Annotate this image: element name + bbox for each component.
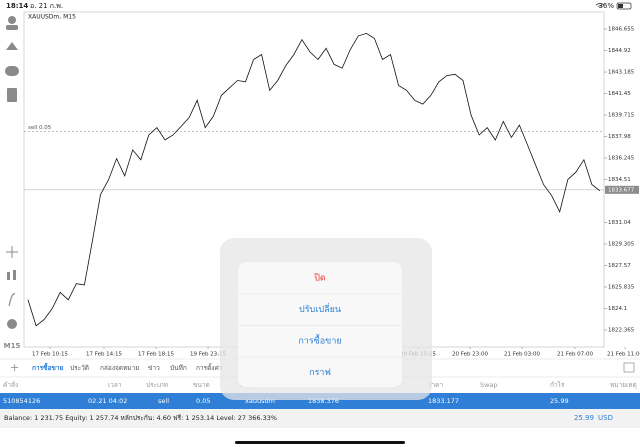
cell: 510854126	[3, 397, 40, 405]
cell: 1833.177	[428, 397, 459, 405]
time-tick-label: 20 Feb 23:00	[452, 352, 489, 358]
cell: 1838.376	[308, 397, 339, 405]
cell: 02.21 04:02	[88, 397, 127, 405]
column-header: Swap	[480, 381, 498, 389]
menu-item[interactable]: กราฟ	[309, 368, 331, 378]
account-icon[interactable]	[8, 16, 16, 24]
price-tick-label: 1839.715	[608, 113, 635, 119]
selected-row[interactable]	[0, 393, 640, 409]
timeframe-button[interactable]: M15	[4, 342, 21, 350]
tab[interactable]: บันทึก	[170, 364, 187, 372]
price-line	[27, 32, 601, 327]
menu-item[interactable]: ปิด	[314, 273, 326, 284]
time-tick-label: 17 Feb 14:15	[86, 352, 123, 358]
bid-label: 1833.677	[608, 187, 635, 193]
status-date: อ. 21 ก.พ.	[30, 2, 63, 10]
time-tick-label: 19 Feb 23:15	[190, 352, 227, 358]
home-indicator	[235, 441, 405, 444]
price-tick-label: 1834.51	[608, 177, 631, 183]
action-menu	[238, 262, 402, 387]
tab[interactable]: การตั้งค่า	[196, 363, 223, 372]
cell: 25.99	[550, 397, 569, 405]
price-tick-label: 1843.185	[608, 70, 635, 76]
tab[interactable]: การซื้อขาย	[32, 362, 63, 372]
battery-icon	[616, 2, 632, 10]
time-tick-label: 21 Feb 11:00	[607, 352, 640, 358]
indicator-icon[interactable]	[7, 272, 10, 280]
time-tick-label: 21 Feb 07:00	[557, 352, 594, 358]
chart-title: XAUUSDm, M15	[28, 14, 76, 21]
chat-icon[interactable]	[5, 66, 19, 76]
menu-item[interactable]: การซื้อขาย	[298, 334, 341, 347]
tab[interactable]: กล่องจดหมาย	[100, 364, 139, 372]
function-icon[interactable]	[8, 293, 16, 307]
price-tick-label: 1827.57	[608, 263, 631, 269]
price-tick-label: 1837.98	[608, 134, 631, 140]
sell-level-label: sell 0.05	[28, 125, 52, 131]
price-tick-label: 1844.92	[608, 48, 631, 54]
total-profit: 25.99	[574, 414, 594, 422]
price-tick-label: 1822.365	[608, 327, 635, 333]
column-header: ประเภท	[146, 381, 168, 389]
price-tick-label: 1846.655	[608, 27, 635, 33]
status-battery: 36%	[598, 2, 614, 10]
price-tick-label: 1831.04	[608, 220, 631, 226]
cell: 0.05	[196, 397, 210, 405]
time-tick-label: 21 Feb 03:00	[504, 352, 541, 358]
wifi-icon	[595, 3, 605, 7]
time-tick-label: 17 Feb 10:15	[32, 352, 69, 358]
price-tick-label: 1836.245	[608, 156, 635, 162]
layout-icon[interactable]	[623, 362, 635, 373]
bid-label-box	[605, 185, 639, 194]
cell: xauusdm	[245, 397, 275, 405]
column-header: ขนาด	[193, 381, 210, 389]
column-header: หมายเหตุ	[610, 381, 637, 389]
account-icon-body	[6, 25, 18, 30]
add-button[interactable]: +	[10, 361, 19, 374]
column-header: ราคา	[428, 381, 443, 389]
tab[interactable]: ประวัติ	[70, 364, 89, 372]
status-time: 18:14	[6, 2, 28, 10]
crosshair-icon[interactable]	[6, 246, 18, 258]
objects-icon[interactable]	[7, 319, 17, 329]
cell: sell	[158, 397, 169, 405]
side-toolbar	[5, 16, 19, 329]
column-header: เวลา	[108, 381, 122, 389]
time-tick-label: 17 Feb 18:15	[138, 352, 175, 358]
price-tick-label: 1841.45	[608, 91, 631, 97]
menu-item[interactable]: ปรับเปลี่ยน	[299, 302, 341, 315]
battery-level	[618, 4, 623, 8]
indicator-icon-b	[13, 270, 16, 280]
price-tick-label: 1825.835	[608, 284, 635, 290]
profit-currency: USD	[598, 414, 613, 422]
trade-icon[interactable]	[6, 42, 18, 50]
price-tick-label: 1824.1	[608, 306, 627, 312]
column-header: คำสั่ง	[3, 380, 18, 389]
price-tick-label: 1829.305	[608, 241, 635, 247]
footer-bar	[0, 409, 640, 428]
account-summary: Balance: 1 231.75 Equity: 1 257.74 หลักป…	[4, 414, 277, 422]
tab[interactable]: ข่าว	[148, 364, 160, 372]
new-order-icon[interactable]	[7, 88, 17, 102]
column-header: กำไร	[550, 381, 565, 389]
